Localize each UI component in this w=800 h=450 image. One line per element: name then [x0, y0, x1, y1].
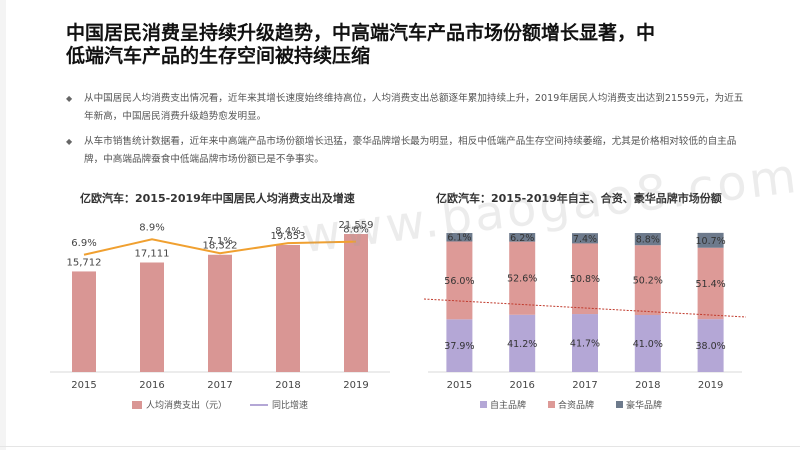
diamond-bullet-icon: ◆ — [66, 94, 73, 103]
line-value-label: 6.9% — [71, 238, 96, 249]
x-tick-label: 2016 — [509, 380, 534, 391]
growth-line — [83, 238, 357, 256]
legend-label-consumption: 人均消费支出（元） — [146, 399, 227, 411]
stacked-bar-segment — [446, 233, 473, 242]
stacked-bar-segment — [634, 315, 661, 372]
segment-value-label: 38.0% — [696, 341, 726, 352]
line-value-label: 8.9% — [139, 222, 164, 233]
stacked-bar-segment — [509, 233, 536, 242]
legend-swatch — [548, 401, 555, 408]
bullet-text: 从中国居民人均消费支出情况看，近年来其增长速度始终维持高位，人均消费支出总额逐年… — [84, 93, 744, 122]
x-tick-label: 2017 — [207, 380, 232, 391]
segment-value-label: 51.4% — [696, 279, 726, 290]
segment-value-label: 6.2% — [510, 233, 534, 244]
segment-value-label: 37.9% — [444, 341, 474, 352]
bullet-item: ◆ 从车市销售统计数据看，近年来中高端产品市场份额增长迅猛，豪华品牌增长最为明显… — [66, 133, 746, 169]
bar-consumption — [276, 244, 300, 372]
bullet-item: ◆ 从中国居民人均消费支出情况看，近年来其增长速度始终维持高位，人均消费支出总额… — [66, 90, 746, 126]
market-share-chart: 37.9% 56.0% 6.1% 2015 41.2% 52.6% 6.2% 2016 41.7… — [423, 232, 747, 411]
x-tick-label: 2019 — [343, 380, 368, 391]
stacked-bar-segment — [446, 319, 473, 372]
segment-value-label: 7.4% — [573, 234, 597, 245]
bar-value-label: 18,322 — [203, 241, 238, 252]
segment-value-label: 41.0% — [633, 339, 663, 350]
diamond-bullet-icon: ◆ — [66, 137, 73, 146]
legend-label-growth: 同比增速 — [272, 399, 308, 411]
stacked-bar-segment — [697, 247, 724, 320]
x-tick-label: 2015 — [447, 380, 472, 391]
legend-swatch — [480, 401, 487, 408]
stacked-bar-segment — [634, 245, 661, 316]
bar-value-label: 19,853 — [271, 231, 306, 242]
legend-swatch — [616, 401, 623, 408]
stacked-bar-segment — [697, 319, 724, 372]
legend-label: 合资品牌 — [558, 399, 594, 411]
consumption-chart: 15,712 2015 17,111 2016 18,322 2017 19,853 2018… — [50, 220, 390, 411]
chart-title-market-share: 亿欧汽车：2015-2019年自主、合资、豪华品牌市场份额 — [436, 192, 722, 205]
line-value-label: 7.1% — [207, 236, 232, 247]
segment-value-label: 41.7% — [570, 339, 600, 350]
bullet-text: 从车市销售统计数据看，近年来中高端产品市场份额增长迅猛，豪华品牌增长最为明显，相… — [84, 136, 737, 165]
slide-edge-strip — [0, 0, 6, 450]
segment-value-label: 41.2% — [507, 339, 537, 350]
bar-value-label: 17,111 — [135, 248, 170, 259]
x-tick-label: 2016 — [139, 380, 164, 391]
bar-value-label: 21,559 — [339, 220, 374, 231]
legend-label: 自主品牌 — [490, 399, 526, 411]
bar-consumption — [344, 234, 368, 372]
stacked-bar-segment — [509, 314, 536, 372]
bar-value-label: 15,712 — [67, 257, 102, 268]
segment-value-label: 50.8% — [570, 274, 600, 285]
legend-swatch-consumption — [132, 401, 142, 409]
segment-value-label: 6.1% — [447, 233, 471, 244]
x-tick-label: 2015 — [71, 380, 96, 391]
x-tick-label: 2018 — [275, 380, 300, 391]
segment-value-label: 10.7% — [696, 236, 726, 247]
segment-value-label: 52.6% — [507, 274, 537, 285]
bar-consumption — [208, 254, 232, 372]
legend-label: 豪华品牌 — [626, 399, 662, 411]
line-value-label: 8.4% — [275, 226, 300, 237]
bullet-list: ◆ 从中国居民人均消费支出情况看，近年来其增长速度始终维持高位，人均消费支出总额… — [66, 90, 746, 176]
bottom-divider — [0, 446, 800, 447]
chart-title-consumption: 亿欧汽车：2015-2019年中国居民人均消费支出及增速 — [80, 192, 355, 205]
stacked-bar-segment — [572, 314, 598, 372]
stacked-bar-segment — [446, 241, 473, 320]
bar-consumption — [140, 262, 164, 372]
stacked-bar-segment — [634, 233, 661, 246]
x-tick-label: 2017 — [572, 380, 597, 391]
line-value-label: 8.6% — [343, 225, 368, 236]
stacked-bar-segment — [697, 232, 724, 248]
bar-consumption — [72, 271, 96, 372]
stacked-bar-segment — [572, 233, 598, 244]
x-tick-label: 2019 — [698, 380, 723, 391]
segment-value-label: 56.0% — [444, 276, 474, 287]
trend-line — [423, 298, 747, 318]
stacked-bar-segment — [572, 243, 598, 315]
segment-value-label: 50.2% — [633, 276, 663, 287]
slide-title: 中国居民消费呈持续升级趋势，中高端汽车产品市场份额增长显著，中低端汽车产品的生存… — [66, 22, 656, 67]
segment-value-label: 8.8% — [636, 235, 660, 246]
stacked-bar-segment — [509, 241, 536, 315]
x-tick-label: 2018 — [635, 380, 660, 391]
